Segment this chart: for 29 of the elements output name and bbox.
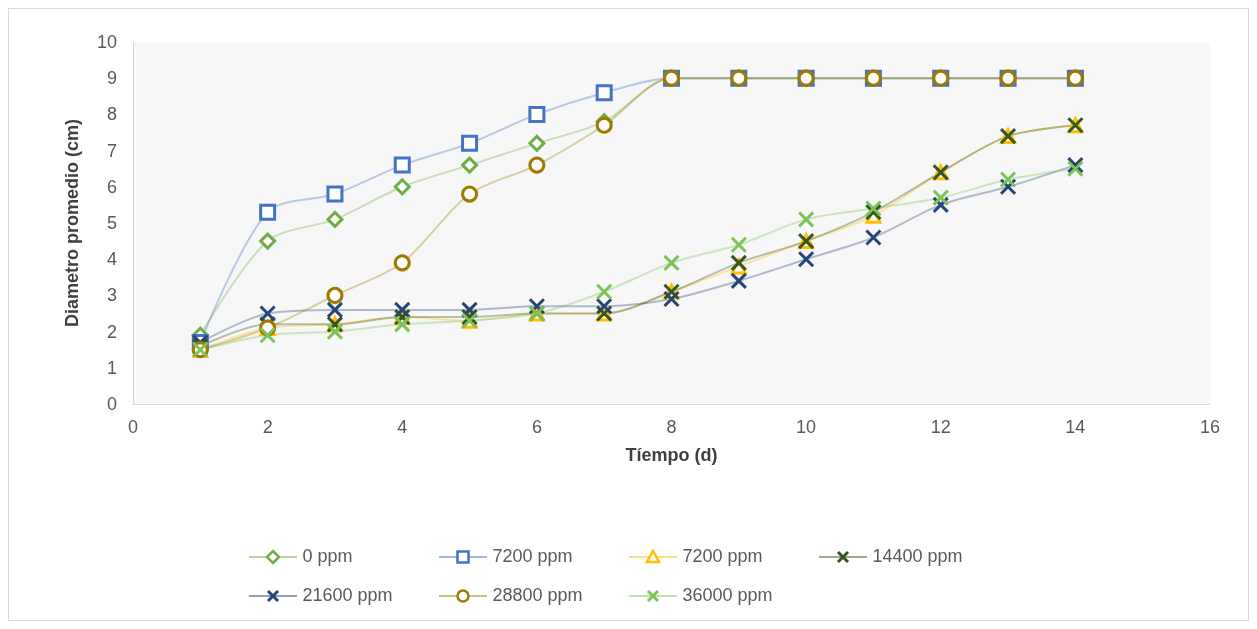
y-tick-label: 3 xyxy=(106,285,117,306)
y-tick-label: 8 xyxy=(106,104,117,125)
y-tick-label: 7 xyxy=(106,140,117,161)
legend-label: 28800 ppm xyxy=(492,585,583,606)
x-tick-label: 14 xyxy=(1065,417,1086,437)
y-tick-label: 4 xyxy=(106,249,117,270)
x-tick-label: 0 xyxy=(127,417,139,437)
y-tick-label: 0 xyxy=(106,394,117,414)
y-axis-title: Diametro promedio (cm) xyxy=(62,118,82,328)
x-tick-label: 6 xyxy=(531,417,542,437)
y-tick-label: 1 xyxy=(106,357,117,378)
legend-label: 7200 ppm xyxy=(492,546,573,567)
y-tick-label: 5 xyxy=(106,213,117,233)
x-tick-label: 16 xyxy=(1199,417,1221,437)
y-tick-label: 9 xyxy=(106,68,117,89)
y-tick-label: 2 xyxy=(106,321,117,342)
y-tick-label: 6 xyxy=(106,176,117,197)
legend-label: 36000 ppm xyxy=(682,585,773,606)
x-tick-label: 12 xyxy=(930,417,951,437)
x-tick-label: 10 xyxy=(796,417,817,437)
x-tick-label: 4 xyxy=(397,417,408,437)
x-axis-title: Tíempo (d) xyxy=(625,445,718,465)
legend-label: 7200 ppm xyxy=(682,546,763,567)
legend-label: 14400 ppm xyxy=(872,546,963,567)
x-tick-label: 8 xyxy=(666,417,677,437)
x-tick-label: 2 xyxy=(262,417,273,437)
legend-label: 21600 ppm xyxy=(302,585,393,606)
legend-label: 0 ppm xyxy=(302,546,353,567)
y-tick-label: 10 xyxy=(96,32,117,52)
